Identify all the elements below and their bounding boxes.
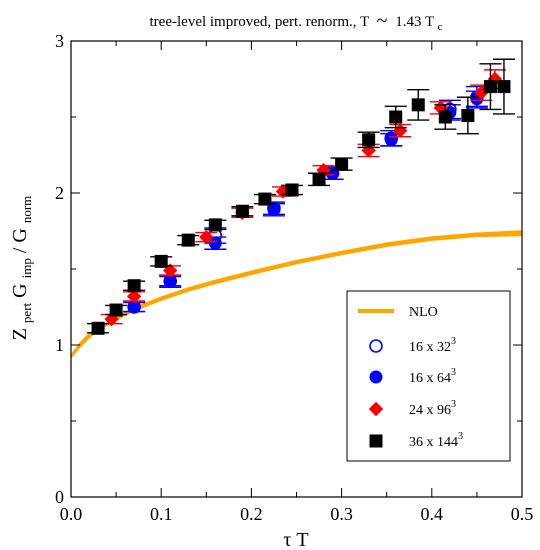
data-point-36-x-144-3 (105, 303, 128, 317)
data-point-36-x-144-3 (253, 192, 276, 206)
x-tick-label: 0.3 (330, 504, 353, 524)
x-tick-label: 0.1 (150, 504, 173, 524)
legend-label: 24 x 963 (409, 399, 456, 418)
y-axis-title-b-sub: imp (19, 258, 34, 278)
legend-entry-36-x-144-3: 36 x 1443 (369, 431, 463, 450)
axis-layer: 0.0 0.1 0.2 0.3 0.4 0.5 0 1 2 3 (55, 31, 533, 524)
y-axis-title-c-sub: norm (19, 196, 34, 223)
legend-entry-16-x-32-3: 16 x 323 (369, 336, 456, 355)
data-point-36-x-144-3 (407, 88, 430, 121)
y-tick-label: 3 (55, 31, 64, 51)
data-point-36-x-144-3 (384, 105, 407, 129)
series-16-x-32-3 (123, 85, 488, 314)
data-point-36-x-144-3 (150, 254, 173, 268)
y-tick-label: 1 (55, 335, 64, 355)
data-point-24-x-96-3 (195, 229, 218, 245)
data-point-36-x-144-3 (330, 157, 353, 171)
legend: NLO 16 x 323 16 x 643 24 x 963 36 x 1443 (346, 290, 511, 462)
x-tick-label: 0.0 (60, 504, 83, 524)
data-point-36-x-144-3 (280, 183, 303, 197)
x-axis-title: τ T (283, 529, 308, 550)
y-axis-title: Z pert G imp / G norm (9, 196, 36, 341)
legend-swatch (368, 401, 384, 417)
chart-title-approx: ~ (377, 10, 388, 32)
data-point-16-x-64-3 (262, 202, 285, 217)
y-axis-title-a: Z (9, 328, 31, 340)
y-tick-label: 0 (55, 487, 64, 507)
data-point-36-x-144-3 (456, 96, 479, 135)
data-point-36-x-144-3 (123, 279, 146, 293)
data-point-36-x-144-3 (231, 204, 254, 218)
chart-title-main: tree-level improved, pert. renorm., T (150, 14, 369, 30)
chart-title-value: 1.43 T (395, 14, 434, 30)
series-16-x-64-3 (123, 90, 488, 314)
data-point-36-x-144-3 (308, 172, 331, 187)
chart-title-value-sub: c (438, 21, 443, 33)
data-point-36-x-144-3 (492, 58, 515, 115)
legend-label: 16 x 323 (409, 336, 456, 355)
y-tick-label: 2 (55, 183, 64, 203)
x-tick-label: 0.5 (511, 504, 534, 524)
series-36-x-144-3 (87, 58, 515, 335)
legend-entry-nlo: NLO (358, 305, 438, 320)
legend-entry-16-x-64-3: 16 x 643 (369, 367, 456, 386)
chart-title: tree-level improved, pert. renorm., T ~ … (150, 10, 443, 33)
legend-entry-24-x-96-3: 24 x 963 (368, 399, 456, 418)
x-tick-label: 0.2 (240, 504, 263, 524)
data-point-36-x-144-3 (87, 321, 110, 335)
data-layer (87, 58, 515, 335)
legend-label: 16 x 643 (409, 367, 456, 386)
data-point-36-x-144-3 (479, 63, 502, 111)
legend-swatch (369, 370, 383, 384)
legend-label: 36 x 1443 (409, 431, 463, 450)
y-axis-title-c: / G (9, 228, 31, 253)
legend-items: NLO 16 x 323 16 x 643 24 x 963 36 x 1443 (358, 305, 463, 450)
data-point-36-x-144-3 (204, 218, 227, 232)
data-point-36-x-144-3 (177, 233, 200, 247)
legend-swatch (369, 434, 383, 448)
legend-label: NLO (409, 305, 438, 320)
y-axis-title-a-sub: pert (19, 302, 34, 323)
x-tick-label: 0.4 (421, 504, 444, 524)
data-point-36-x-144-3 (357, 131, 380, 149)
y-axis-title-b: G (9, 283, 31, 297)
legend-swatch (369, 339, 383, 353)
data-point-36-x-144-3 (434, 104, 457, 130)
